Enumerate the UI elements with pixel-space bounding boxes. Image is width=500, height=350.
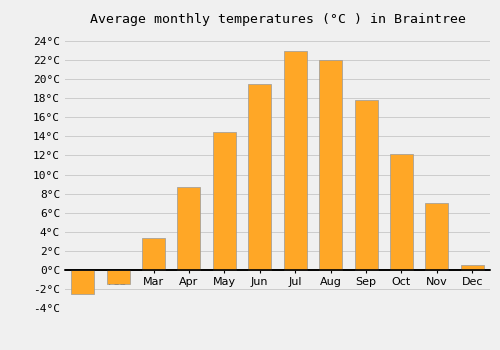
Bar (213, 132, 236, 270)
Title: Average monthly temperatures (°C ) in Braintree: Average monthly temperatures (°C ) in Br… (90, 13, 466, 26)
Bar (178, 187, 201, 270)
Bar (284, 50, 306, 270)
Bar (319, 60, 342, 270)
Bar (248, 84, 272, 270)
Bar (142, 238, 165, 270)
Bar (106, 270, 130, 284)
Bar (426, 203, 448, 270)
Bar (390, 154, 413, 270)
Bar (461, 265, 484, 270)
Bar (71, 270, 94, 294)
Bar (354, 100, 378, 270)
